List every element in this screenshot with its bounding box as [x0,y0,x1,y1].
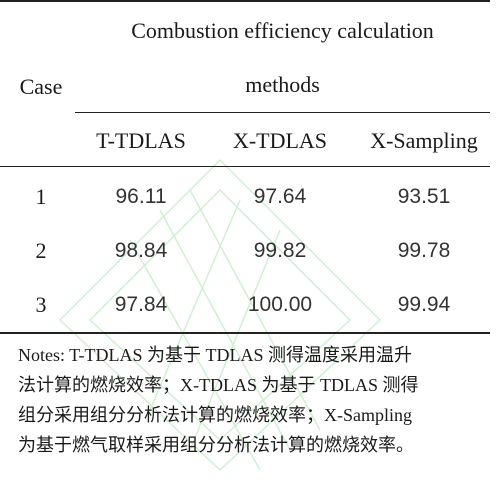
value-cell: 97.64 [253,185,307,208]
notes-line: 法计算的燃烧效率；X-TDLAS 为基于 TDLAS 测得 [18,375,419,395]
notes-line: Notes: T-TDLAS 为基于 TDLAS 测得温度采用温升 [18,345,413,365]
case-cell-3: 3 [35,292,47,317]
value-cell: 99.82 [253,239,307,262]
group-header-line1: Combustion efficiency calculation [131,18,434,43]
value-cell: 98.84 [114,239,168,262]
group-header-line2: methods [245,72,320,97]
column-header-t-tdlas: T-TDLAS [96,128,186,153]
value-cell: 93.51 [397,185,451,208]
notes-line: 组分采用组分分析法计算的燃烧效率；X-Sampling [18,405,412,425]
column-header-rule [0,166,490,167]
column-header-x-tdlas: X-TDLAS [232,128,328,153]
value-cell: 99.78 [397,239,451,262]
value-cell: 100.00 [247,293,313,316]
value-cell: 97.84 [114,293,168,316]
table-notes: Notes: T-TDLAS 为基于 TDLAS 测得温度采用温升 法计算的燃烧… [18,340,488,460]
group-header-rule [75,112,490,113]
case-cell-1: 1 [35,184,47,209]
column-header-x-sampling: X-Sampling [370,128,478,153]
case-cell-2: 2 [35,238,47,263]
value-cell: 99.94 [397,293,451,316]
table-top-rule [0,0,490,2]
value-cell: 96.11 [115,185,167,208]
case-header: Case [19,74,63,99]
notes-line: 为基于燃气取样采用组分分析法计算的燃烧效率。 [18,435,414,455]
table-bottom-rule [0,332,490,334]
